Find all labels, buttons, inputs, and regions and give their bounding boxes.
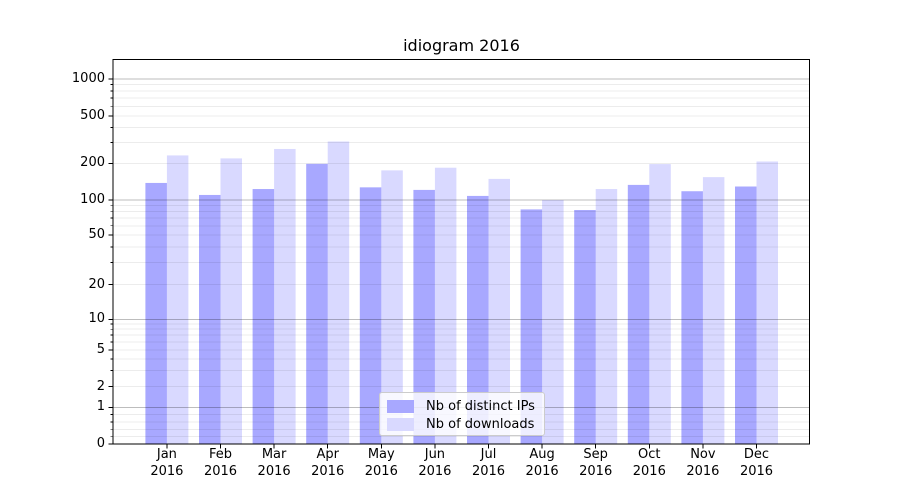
legend-swatch-downloads bbox=[387, 417, 414, 431]
bar-distinct-ips-apr bbox=[306, 163, 328, 444]
legend-swatch-distinct-ips bbox=[387, 399, 414, 413]
bar-downloads-mar bbox=[274, 148, 296, 444]
bar-downloads-apr bbox=[327, 141, 350, 444]
legend-label-downloads: Nb of downloads bbox=[426, 416, 535, 432]
bar-distinct-ips-may bbox=[359, 187, 382, 444]
legend-label-distinct-ips: Nb of distinct IPs bbox=[426, 398, 535, 414]
bar-distinct-ips-dec bbox=[735, 186, 757, 444]
bar-downloads-jul bbox=[488, 178, 510, 444]
legend: Nb of distinct IPs Nb of downloads bbox=[379, 392, 545, 436]
bar-downloads-dec bbox=[756, 161, 778, 444]
legend-item-downloads: Nb of downloads bbox=[387, 415, 544, 433]
legend-item-distinct-ips: Nb of distinct IPs bbox=[387, 397, 544, 415]
bar-downloads-sep bbox=[595, 189, 618, 444]
bar-distinct-ips-jul bbox=[467, 195, 489, 444]
bar-downloads-may bbox=[381, 170, 403, 445]
bar-downloads-oct bbox=[649, 164, 671, 444]
bar-downloads-feb bbox=[220, 158, 242, 444]
bar-distinct-ips-jan bbox=[145, 182, 167, 445]
bar-distinct-ips-oct bbox=[627, 184, 650, 445]
bar-distinct-ips-feb bbox=[199, 194, 221, 444]
bar-distinct-ips-mar bbox=[252, 189, 275, 444]
bar-downloads-jun bbox=[434, 167, 457, 445]
bar-downloads-nov bbox=[702, 177, 725, 444]
bar-downloads-aug bbox=[542, 200, 564, 444]
bar-distinct-ips-sep bbox=[574, 210, 596, 444]
bar-distinct-ips-nov bbox=[681, 191, 703, 444]
chart-title: idiogram 2016 bbox=[403, 36, 520, 55]
bar-distinct-ips-jun bbox=[413, 189, 435, 444]
bar-distinct-ips-aug bbox=[520, 209, 543, 444]
bar-downloads-jan bbox=[166, 155, 189, 444]
axis-frame bbox=[112, 59, 810, 445]
